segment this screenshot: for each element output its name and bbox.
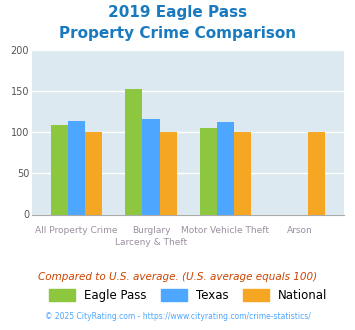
Text: Compared to U.S. average. (U.S. average equals 100): Compared to U.S. average. (U.S. average … bbox=[38, 272, 317, 282]
Text: Arson: Arson bbox=[287, 226, 313, 235]
Bar bbox=[68, 121, 85, 214]
Text: All Property Crime: All Property Crime bbox=[36, 226, 118, 235]
Bar bbox=[200, 128, 217, 214]
Text: Property Crime Comparison: Property Crime Comparison bbox=[59, 26, 296, 41]
Text: Burglary: Burglary bbox=[132, 226, 170, 235]
Bar bbox=[142, 119, 159, 214]
Text: 2019 Eagle Pass: 2019 Eagle Pass bbox=[108, 5, 247, 20]
Bar bbox=[51, 124, 68, 214]
Bar bbox=[217, 122, 234, 214]
Bar bbox=[125, 89, 142, 214]
Bar bbox=[85, 132, 102, 214]
Bar bbox=[234, 132, 251, 214]
Bar bbox=[159, 132, 177, 214]
Text: © 2025 CityRating.com - https://www.cityrating.com/crime-statistics/: © 2025 CityRating.com - https://www.city… bbox=[45, 312, 310, 321]
Legend: Eagle Pass, Texas, National: Eagle Pass, Texas, National bbox=[43, 283, 334, 308]
Text: Larceny & Theft: Larceny & Theft bbox=[115, 238, 187, 247]
Bar bbox=[308, 132, 326, 214]
Text: Motor Vehicle Theft: Motor Vehicle Theft bbox=[181, 226, 269, 235]
